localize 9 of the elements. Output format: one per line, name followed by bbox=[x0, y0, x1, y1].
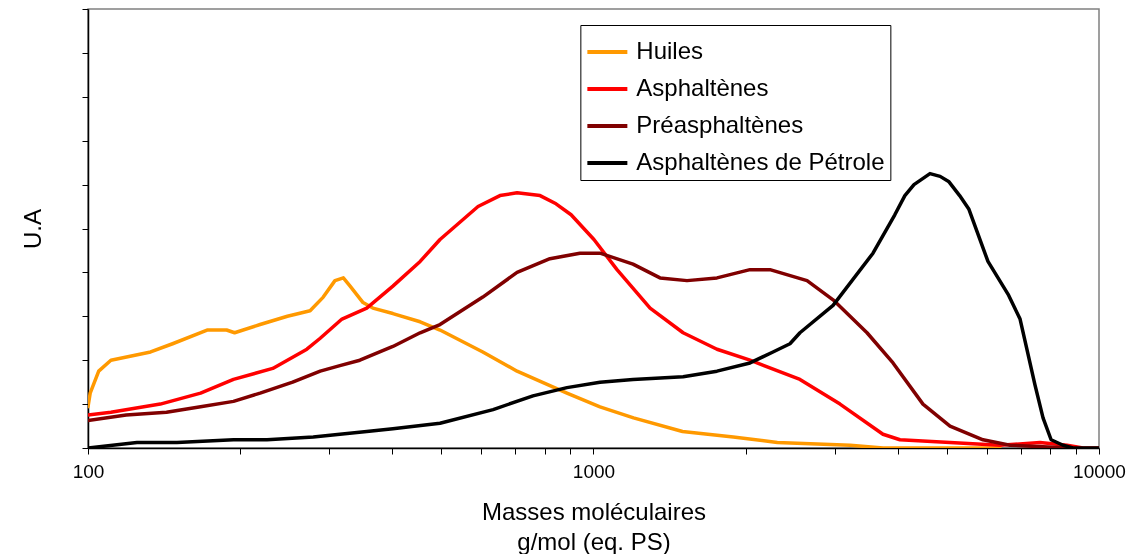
x-tick-label: 100 bbox=[72, 460, 105, 482]
legend-label: Asphaltènes de Pétrole bbox=[636, 148, 885, 175]
y-axis-title: U.A bbox=[19, 208, 46, 250]
legend-label: Préasphaltènes bbox=[636, 111, 804, 138]
x-axis-title: Masses moléculaires g/mol (eq. PS) bbox=[481, 497, 707, 554]
legend-label: Asphaltènes bbox=[636, 74, 769, 101]
x-tick-label: 10000 bbox=[1073, 460, 1126, 482]
legend-label: Huiles bbox=[636, 37, 704, 64]
x-tick-label: 1000 bbox=[572, 460, 616, 482]
